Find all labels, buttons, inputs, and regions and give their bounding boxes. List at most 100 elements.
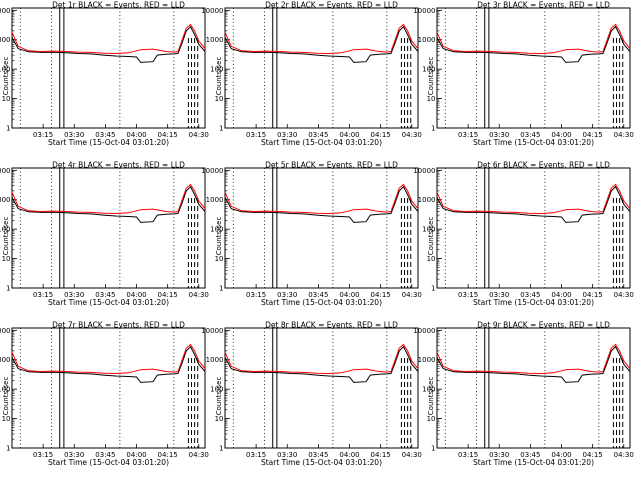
y-tick-label: 10000 [201,167,223,175]
y-tick-label: 10 [215,95,224,103]
series-events [11,185,206,223]
x-axis-label: Start Time (15-Oct-04 03:01:20) [48,138,169,147]
series-events [11,345,206,383]
panel-title: Det 6r BLACK = Events, RED = LLD [477,161,610,170]
series-lld [11,183,206,215]
x-tick-label: 03:15 [458,451,478,459]
panel-title: Det 3r BLACK = Events, RED = LLD [477,1,610,10]
y-tick-label: 10 [2,255,11,263]
plot-frame [11,167,206,289]
series-events [224,25,419,63]
x-tick-label: 03:45 [95,291,115,299]
series-lld [224,23,419,55]
y-tick-label: 100 [422,226,435,234]
y-tick-label: 1 [431,285,435,293]
y-axis-label: Counts/sec [215,217,223,256]
series-events [224,185,419,223]
x-tick-label: 04:00 [551,451,571,459]
y-tick-label: 10000 [413,167,435,175]
x-tick-label: 03:45 [308,451,328,459]
x-tick-label: 03:45 [95,451,115,459]
x-tick-label: 04:00 [339,131,359,139]
x-axis-label: Start Time (15-Oct-04 03:01:20) [48,298,169,307]
x-tick-label: 04:00 [126,131,146,139]
panel-title: Det 4r BLACK = Events, RED = LLD [52,161,185,170]
x-tick-label: 04:15 [158,131,178,139]
series-lld [436,343,631,375]
y-axis-label: Counts/sec [427,217,435,256]
y-tick-label: 1 [219,125,223,133]
y-tick-label: 1 [6,445,10,453]
panel-title: Det 1r BLACK = Events, RED = LLD [52,1,185,10]
y-axis-label: Counts/sec [427,57,435,96]
y-tick-label: 1 [219,285,223,293]
x-tick-label: 04:30 [402,131,422,139]
y-axis-label: Counts/sec [2,217,10,256]
y-tick-label: 10000 [413,327,435,335]
plot-frame [224,7,419,129]
y-tick-label: 1000 [418,356,436,364]
x-tick-label: 04:30 [189,131,209,139]
y-tick-label: 100 [210,386,223,394]
x-tick-label: 04:15 [158,291,178,299]
series-events [436,25,631,63]
x-tick-label: 04:00 [339,291,359,299]
y-axis-label: Counts/sec [427,377,435,416]
x-tick-label: 04:15 [583,451,603,459]
x-tick-label: 04:30 [402,291,422,299]
x-tick-label: 03:15 [33,131,53,139]
x-tick-label: 03:45 [520,451,540,459]
x-axis-label: Start Time (15-Oct-04 03:01:20) [261,298,382,307]
x-tick-label: 04:15 [371,451,391,459]
panel-title: Det 2r BLACK = Events, RED = LLD [265,1,398,10]
x-tick-label: 03:30 [277,451,297,459]
series-lld [11,23,206,55]
y-tick-label: 1000 [0,196,11,204]
series-events [436,345,631,383]
y-tick-label: 100 [0,226,11,234]
x-tick-label: 04:00 [551,131,571,139]
panel-det-2: Det 2r BLACK = Events, RED = LLD 1 10 100 10… [201,1,422,148]
y-axis-label: Counts/sec [2,377,10,416]
x-axis-label: Start Time (15-Oct-04 03:01:20) [473,298,594,307]
y-tick-label: 1 [6,125,10,133]
x-tick-label: 03:15 [458,131,478,139]
series-events [11,25,206,63]
x-tick-label: 04:30 [614,291,634,299]
x-tick-label: 04:30 [614,131,634,139]
series-events [224,345,419,383]
y-tick-label: 100 [210,226,223,234]
x-tick-label: 04:30 [402,451,422,459]
x-tick-label: 03:45 [308,291,328,299]
y-tick-label: 1 [219,445,223,453]
x-tick-label: 03:15 [33,291,53,299]
y-tick-label: 1 [431,445,435,453]
x-tick-label: 04:00 [126,291,146,299]
x-axis-label: Start Time (15-Oct-04 03:01:20) [473,138,594,147]
series-events [436,185,631,223]
panel-det-4: Det 4r BLACK = Events, RED = LLD 1 10 100 10… [0,161,209,308]
x-tick-label: 04:15 [158,451,178,459]
y-tick-label: 10 [427,415,436,423]
y-tick-label: 10 [427,255,436,263]
y-tick-label: 1000 [418,196,436,204]
y-axis-label: Counts/sec [215,377,223,416]
y-tick-label: 1000 [0,36,11,44]
y-tick-label: 10 [2,95,11,103]
y-axis-label: Counts/sec [2,57,10,96]
plot-frame [436,167,631,289]
x-tick-label: 03:30 [64,291,84,299]
x-tick-label: 03:30 [489,451,509,459]
y-tick-label: 10 [2,415,11,423]
panel-title: Det 5r BLACK = Events, RED = LLD [265,161,398,170]
y-tick-label: 100 [0,386,11,394]
y-tick-label: 10000 [0,7,11,15]
panel-det-7: Det 7r BLACK = Events, RED = LLD 1 10 100 10… [0,321,209,468]
x-tick-label: 03:30 [277,131,297,139]
x-axis-label: Start Time (15-Oct-04 03:01:20) [48,458,169,467]
plot-frame [436,327,631,449]
y-tick-label: 1 [6,285,10,293]
x-tick-label: 03:45 [520,131,540,139]
x-axis-label: Start Time (15-Oct-04 03:01:20) [261,458,382,467]
series-lld [11,343,206,375]
